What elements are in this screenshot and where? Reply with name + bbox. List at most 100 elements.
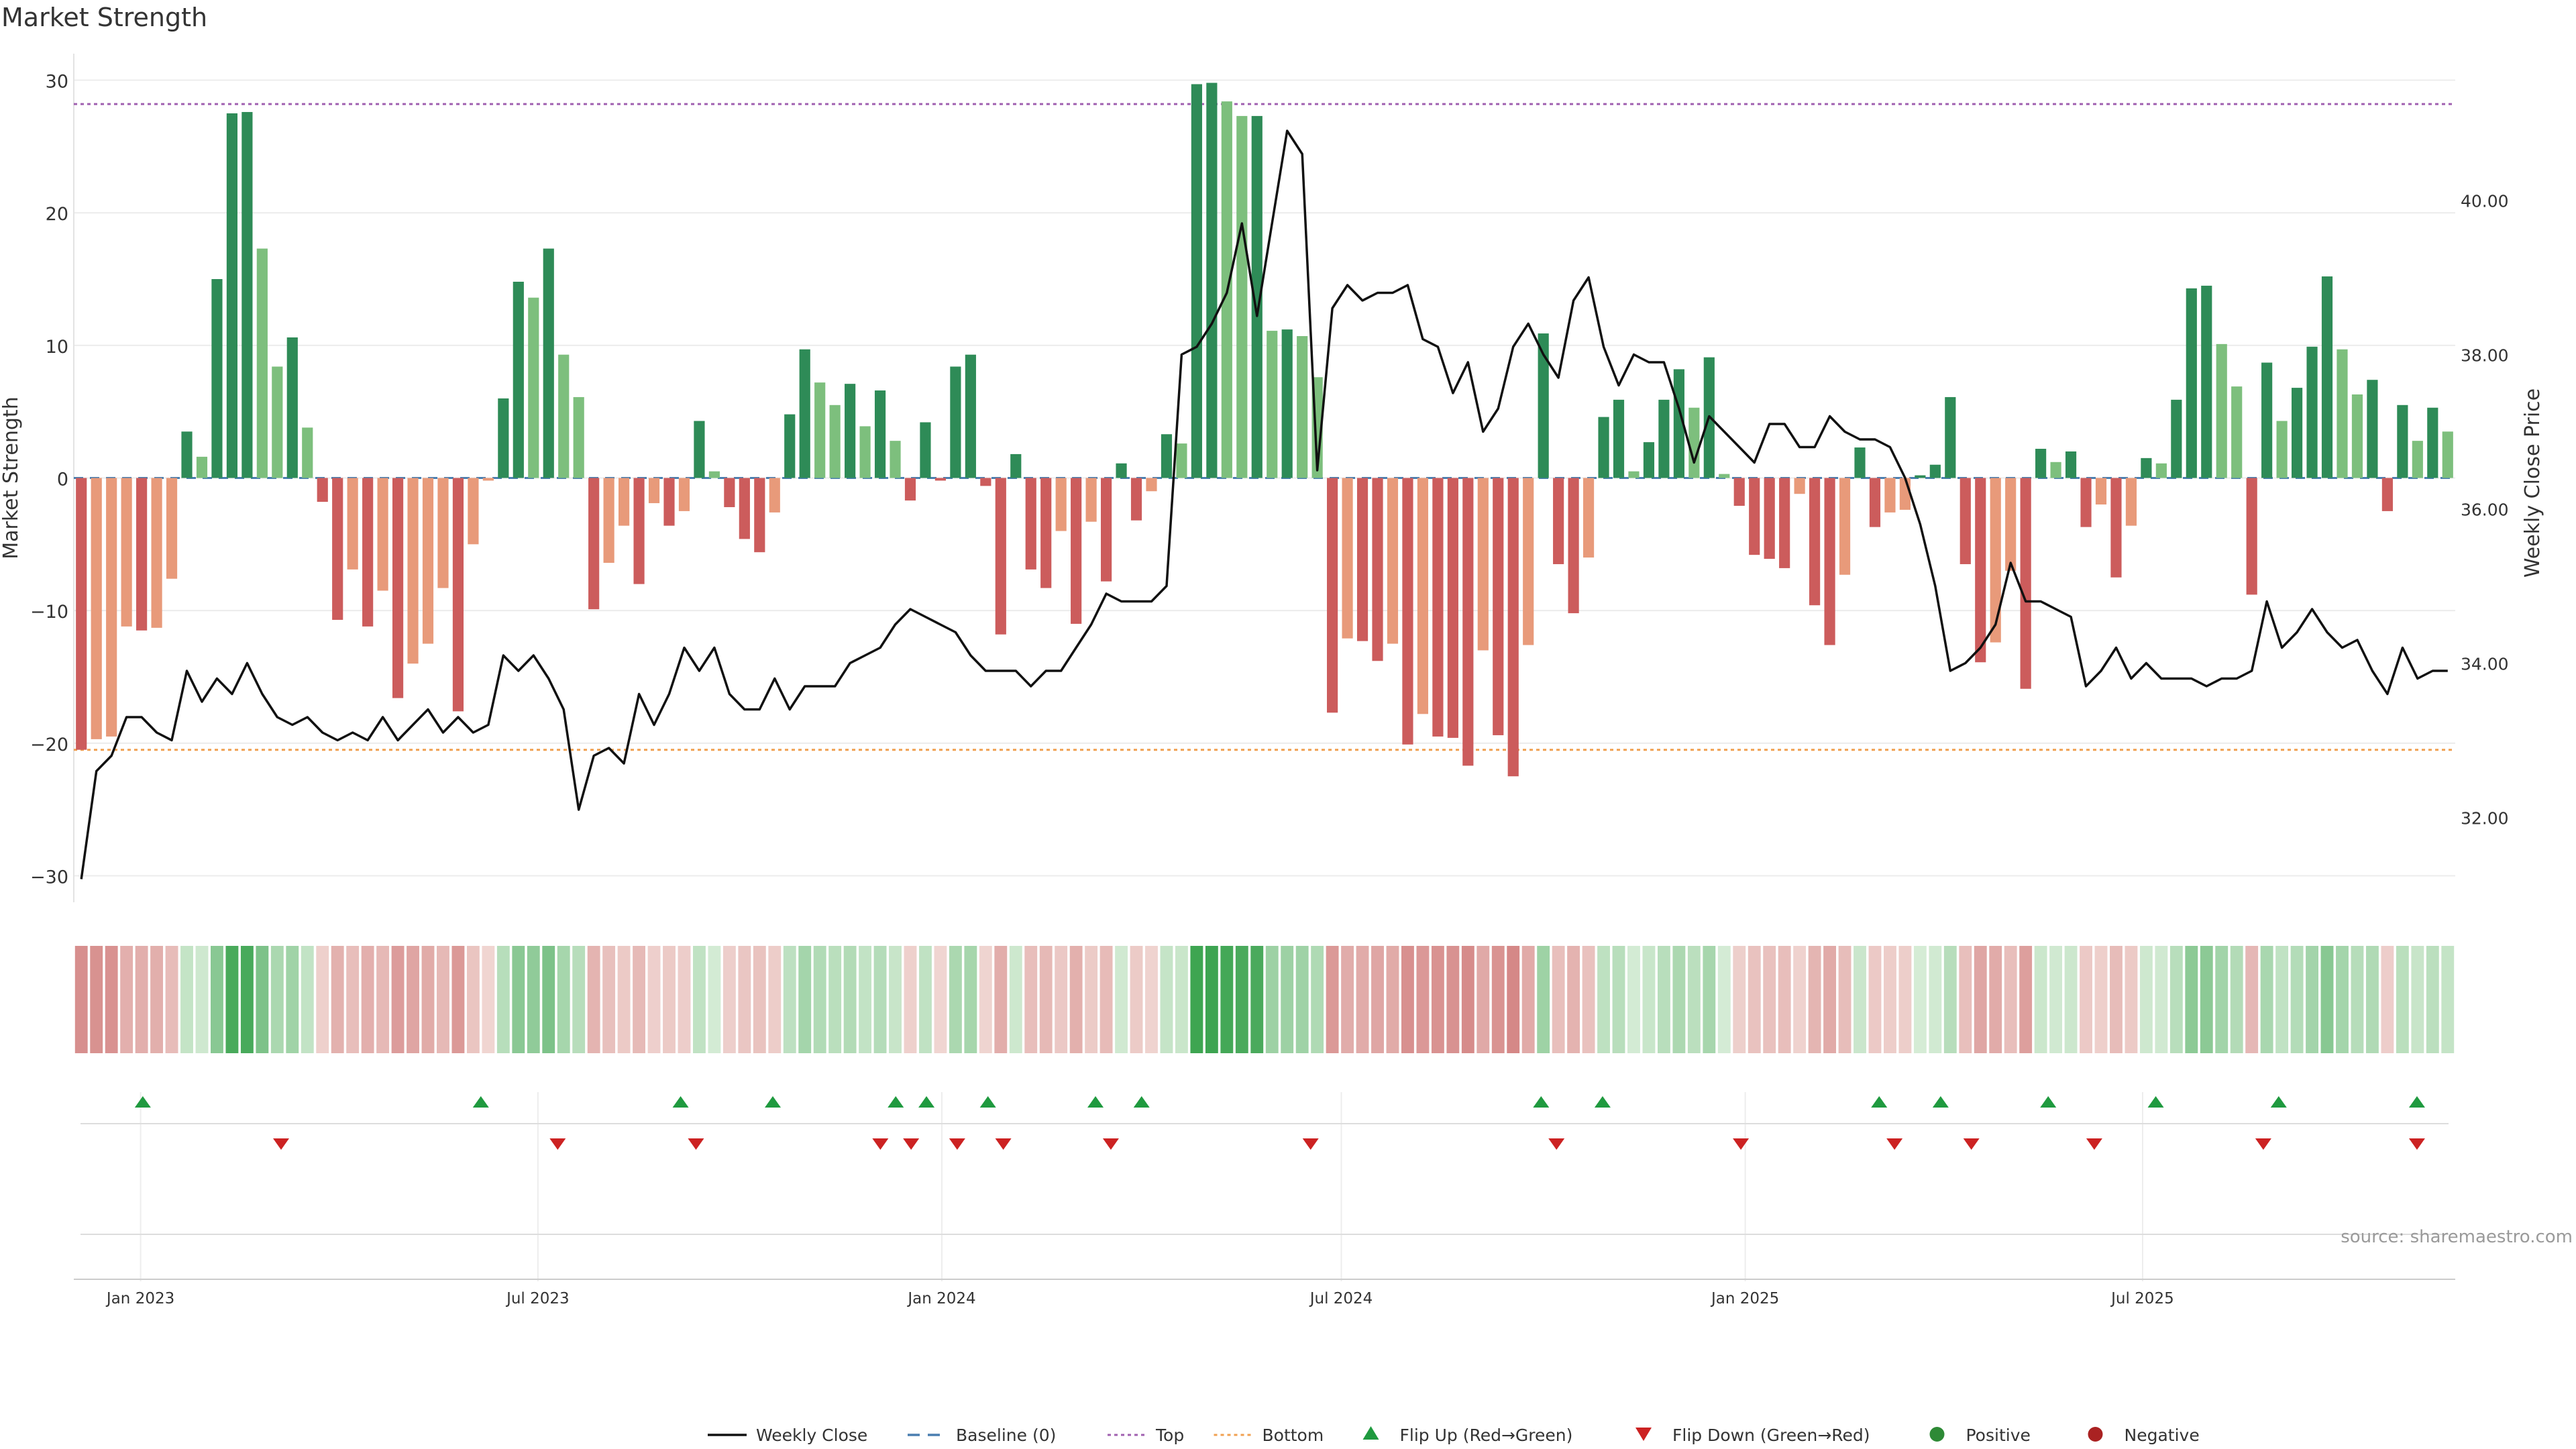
heat-cell xyxy=(1130,946,1143,1053)
y-tick-label: 0 xyxy=(57,470,68,490)
legend-swatch-flip-down xyxy=(1635,1428,1652,1441)
strength-bar xyxy=(1658,399,1670,478)
strength-bar xyxy=(2412,441,2423,478)
strength-bar xyxy=(573,396,584,478)
strength-bar xyxy=(1085,478,1097,522)
y2-tick-label: 32.00 xyxy=(2461,809,2509,828)
heat-cell xyxy=(2139,946,2153,1053)
strength-bar xyxy=(1176,443,1187,478)
strength-bars xyxy=(76,83,2453,777)
strength-bar xyxy=(1462,478,1474,766)
flip-up-marker xyxy=(1133,1096,1150,1108)
heat-cell xyxy=(1446,946,1460,1053)
flip-up-marker xyxy=(1594,1096,1611,1108)
flip-up-marker xyxy=(2408,1096,2425,1108)
heat-cell xyxy=(1507,946,1520,1053)
y2-tick-label: 36.00 xyxy=(2461,500,2509,520)
legend-label: Bottom xyxy=(1263,1426,1324,1445)
strength-bar xyxy=(890,441,901,478)
flip-down-marker xyxy=(688,1138,704,1150)
strength-bar xyxy=(2337,349,2348,478)
heat-cell xyxy=(1115,946,1128,1053)
strength-bar xyxy=(2442,431,2453,478)
strength-bar xyxy=(588,478,600,610)
heat-cell xyxy=(2094,946,2108,1053)
strength-bar xyxy=(814,382,826,478)
heat-cell xyxy=(1672,946,1686,1053)
heat-cell xyxy=(934,946,947,1053)
flip-down-marker xyxy=(995,1138,1012,1150)
heat-cell xyxy=(286,946,299,1053)
strength-bar xyxy=(1809,478,1821,606)
flip-down-marker xyxy=(872,1138,889,1150)
strength-bar xyxy=(663,478,675,526)
heat-cell xyxy=(722,946,736,1053)
weekly-close-path xyxy=(80,129,2448,879)
strength-bar xyxy=(241,111,253,478)
x-tick-label: Jan 2023 xyxy=(105,1290,174,1307)
heat-cell xyxy=(2290,946,2304,1053)
heat-cell xyxy=(331,946,344,1053)
heat-cell xyxy=(2260,946,2273,1053)
strength-bar xyxy=(347,478,358,570)
heat-cell xyxy=(813,946,826,1053)
flip-up-marker xyxy=(672,1096,689,1108)
strength-bar xyxy=(2080,478,2092,527)
heat-cell xyxy=(1854,946,1866,1053)
y-axis-title: Market Strength xyxy=(0,396,23,559)
strength-bar xyxy=(920,422,931,478)
heat-cell xyxy=(1220,946,1234,1053)
strength-bar xyxy=(845,384,856,478)
heat-cell xyxy=(1009,946,1022,1053)
strength-bar xyxy=(422,478,434,644)
heat-cell xyxy=(135,946,148,1053)
heat-cell xyxy=(708,946,721,1053)
heat-cell xyxy=(1085,946,1098,1053)
strength-bar xyxy=(829,405,841,478)
flip-up-marker xyxy=(134,1096,151,1108)
strength-bar xyxy=(1749,478,1760,555)
x-tick-label: Jul 2025 xyxy=(2110,1290,2174,1307)
heat-cell xyxy=(1341,946,1354,1053)
strength-bar xyxy=(256,248,268,478)
strength-bar xyxy=(2035,449,2047,478)
strength-bar xyxy=(724,478,735,507)
heat-cell xyxy=(1612,946,1625,1053)
strength-bar xyxy=(2141,458,2152,478)
y-tick-label: 10 xyxy=(46,337,68,358)
heat-cell xyxy=(1311,946,1324,1053)
strength-bar xyxy=(784,414,796,478)
legend-label: Flip Up (Red→Green) xyxy=(1400,1426,1573,1445)
heat-cell xyxy=(1913,946,1927,1053)
strength-bar xyxy=(437,478,449,588)
strength-bar xyxy=(2351,394,2363,478)
strength-bar xyxy=(121,478,132,627)
flip-up-marker xyxy=(1087,1096,1104,1108)
strength-bar xyxy=(1191,84,1202,478)
heat-cell xyxy=(1959,946,1972,1053)
flip-down-marker xyxy=(1886,1138,1903,1150)
strength-bar xyxy=(2231,386,2243,478)
heat-cell xyxy=(316,946,329,1053)
heat-cell xyxy=(90,946,103,1053)
strength-bar xyxy=(2381,478,2393,511)
x-tick-label: Jul 2023 xyxy=(505,1290,570,1307)
heat-cell xyxy=(240,946,254,1053)
y-tick-label: −30 xyxy=(30,867,68,888)
strength-bar xyxy=(226,113,238,478)
weekly-close-line xyxy=(80,129,2448,879)
strength-bar xyxy=(2261,362,2273,478)
strength-bar xyxy=(1990,478,2001,643)
legend-swatch-positive xyxy=(1929,1427,1945,1442)
strength-bar xyxy=(2065,451,2077,478)
strength-bar xyxy=(980,478,991,486)
strength-bar xyxy=(1733,478,1745,506)
strength-bar xyxy=(1975,478,1986,663)
heat-cell xyxy=(150,946,164,1053)
heat-cell xyxy=(2306,946,2318,1053)
axes: −30 −20 −10 0 10 20 30 32.00 34.00 36.00 38.00 40.0… xyxy=(0,72,2544,888)
strength-bar xyxy=(482,478,494,481)
flip-up-marker xyxy=(979,1096,996,1108)
heat-cell xyxy=(542,946,555,1053)
heat-cell xyxy=(1386,946,1399,1053)
